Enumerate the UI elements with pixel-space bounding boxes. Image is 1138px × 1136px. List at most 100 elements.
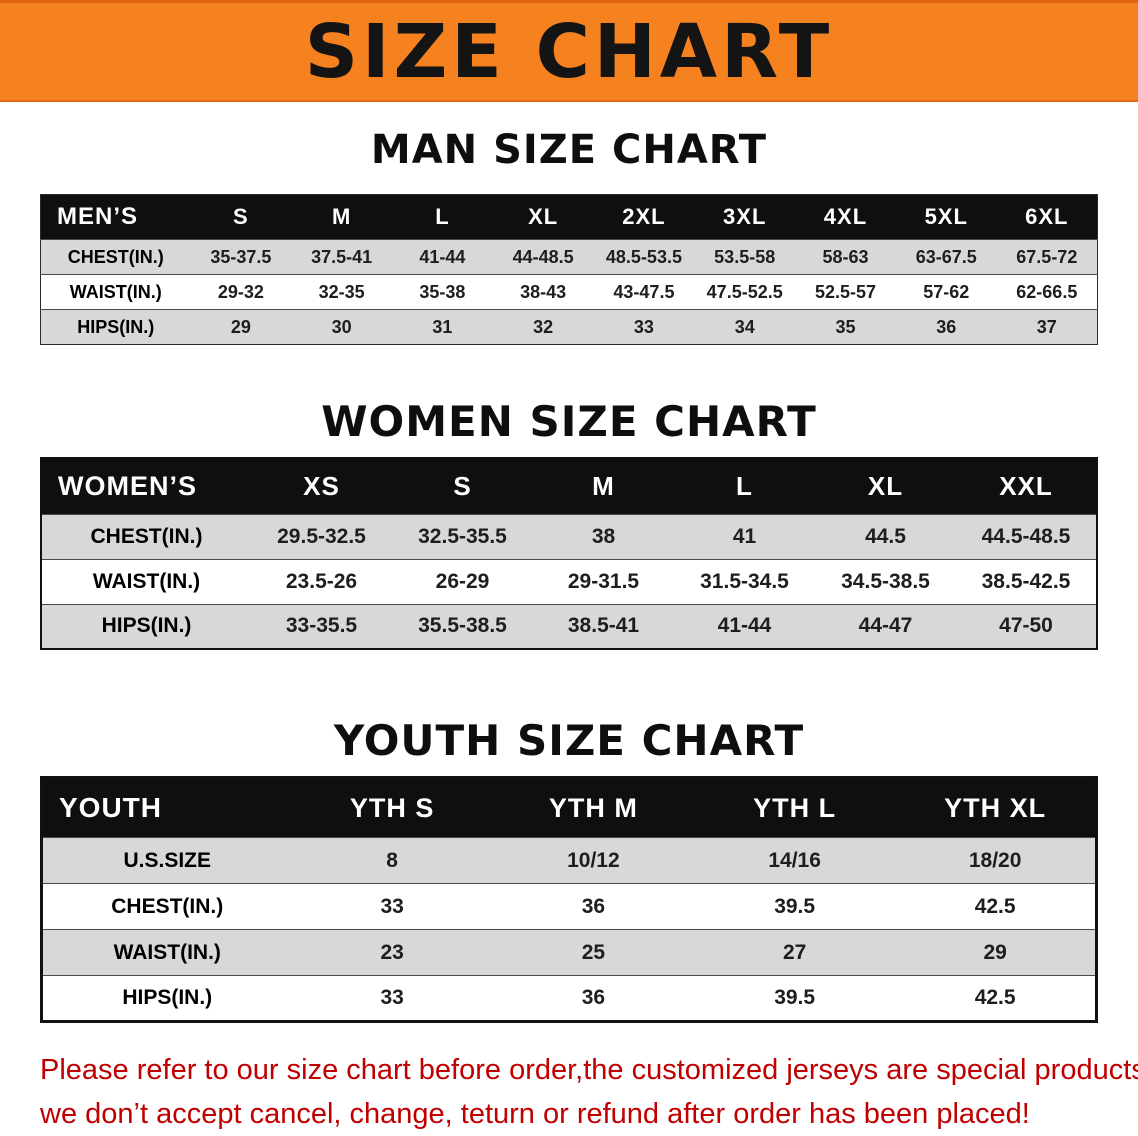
size-column-header: S xyxy=(191,195,292,240)
value-cell: 30 xyxy=(291,310,392,345)
value-cell: 14/16 xyxy=(694,838,895,884)
value-cell: 26-29 xyxy=(392,559,533,604)
value-cell: 33 xyxy=(292,884,493,930)
value-cell: 23.5-26 xyxy=(251,559,392,604)
section-title-women: WOMEN SIZE CHART xyxy=(0,401,1138,443)
value-cell: 67.5-72 xyxy=(997,240,1098,275)
value-cell: 57-62 xyxy=(896,275,997,310)
size-column-header: S xyxy=(392,458,533,514)
value-cell: 31.5-34.5 xyxy=(674,559,815,604)
value-cell: 25 xyxy=(493,930,694,976)
size-column-header: YTH L xyxy=(694,778,895,838)
row-label-cell: HIPS(IN.) xyxy=(41,310,191,345)
value-cell: 33 xyxy=(292,976,493,1022)
table-label-header: WOMEN’S xyxy=(41,458,251,514)
size-column-header: XL xyxy=(815,458,956,514)
value-cell: 35 xyxy=(795,310,896,345)
section-title-men: MAN SIZE CHART xyxy=(0,130,1138,170)
value-cell: 32.5-35.5 xyxy=(392,514,533,559)
value-cell: 44-47 xyxy=(815,604,956,649)
row-label-cell: U.S.SIZE xyxy=(42,838,292,884)
value-cell: 8 xyxy=(292,838,493,884)
size-column-header: L xyxy=(392,195,493,240)
size-column-header: 3XL xyxy=(694,195,795,240)
size-column-header: YTH S xyxy=(292,778,493,838)
value-cell: 29.5-32.5 xyxy=(251,514,392,559)
section-title-youth: YOUTH SIZE CHART xyxy=(0,720,1138,762)
row-label-cell: CHEST(IN.) xyxy=(42,884,292,930)
value-cell: 41-44 xyxy=(674,604,815,649)
value-cell: 44.5-48.5 xyxy=(956,514,1097,559)
value-cell: 34.5-38.5 xyxy=(815,559,956,604)
value-cell: 33 xyxy=(594,310,695,345)
value-cell: 36 xyxy=(493,884,694,930)
row-label-cell: HIPS(IN.) xyxy=(42,976,292,1022)
value-cell: 10/12 xyxy=(493,838,694,884)
table-label-header: MEN’S xyxy=(41,195,191,240)
value-cell: 18/20 xyxy=(895,838,1096,884)
value-cell: 62-66.5 xyxy=(997,275,1098,310)
value-cell: 34 xyxy=(694,310,795,345)
value-cell: 39.5 xyxy=(694,976,895,1022)
value-cell: 38 xyxy=(533,514,674,559)
size-column-header: 5XL xyxy=(896,195,997,240)
value-cell: 53.5-58 xyxy=(694,240,795,275)
row-label-cell: CHEST(IN.) xyxy=(41,240,191,275)
value-cell: 33-35.5 xyxy=(251,604,392,649)
value-cell: 63-67.5 xyxy=(896,240,997,275)
page-title: SIZE CHART xyxy=(305,15,833,89)
value-cell: 41 xyxy=(674,514,815,559)
banner: SIZE CHART xyxy=(0,0,1138,102)
row-label-cell: WAIST(IN.) xyxy=(42,930,292,976)
value-cell: 58-63 xyxy=(795,240,896,275)
value-cell: 36 xyxy=(493,976,694,1022)
value-cell: 47.5-52.5 xyxy=(694,275,795,310)
value-cell: 37.5-41 xyxy=(291,240,392,275)
size-column-header: XXL xyxy=(956,458,1097,514)
value-cell: 35.5-38.5 xyxy=(392,604,533,649)
value-cell: 44.5 xyxy=(815,514,956,559)
value-cell: 47-50 xyxy=(956,604,1097,649)
row-label-cell: CHEST(IN.) xyxy=(41,514,251,559)
value-cell: 29-32 xyxy=(191,275,292,310)
value-cell: 27 xyxy=(694,930,895,976)
value-cell: 48.5-53.5 xyxy=(594,240,695,275)
value-cell: 29-31.5 xyxy=(533,559,674,604)
value-cell: 36 xyxy=(896,310,997,345)
value-cell: 41-44 xyxy=(392,240,493,275)
value-cell: 43-47.5 xyxy=(594,275,695,310)
size-column-header: L xyxy=(674,458,815,514)
value-cell: 32 xyxy=(493,310,594,345)
row-label-cell: WAIST(IN.) xyxy=(41,275,191,310)
value-cell: 29 xyxy=(895,930,1096,976)
row-label-cell: HIPS(IN.) xyxy=(41,604,251,649)
disclaimer-line-1: Please refer to our size chart before or… xyxy=(40,1049,1110,1093)
size-column-header: XL xyxy=(493,195,594,240)
value-cell: 35-38 xyxy=(392,275,493,310)
row-label-cell: WAIST(IN.) xyxy=(41,559,251,604)
size-column-header: M xyxy=(533,458,674,514)
size-column-header: 4XL xyxy=(795,195,896,240)
value-cell: 23 xyxy=(292,930,493,976)
